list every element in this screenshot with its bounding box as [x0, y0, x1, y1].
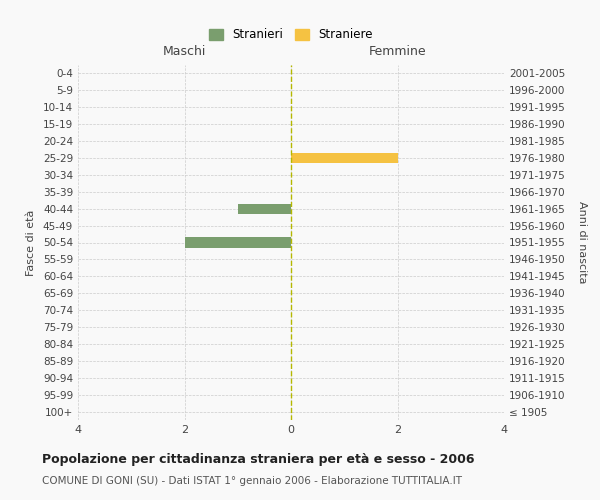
Bar	[291, 153, 398, 163]
Y-axis label: Fasce di età: Fasce di età	[26, 210, 36, 276]
Text: Maschi: Maschi	[163, 45, 206, 58]
Y-axis label: Anni di nascita: Anni di nascita	[577, 201, 587, 284]
Legend: Stranieri, Straniere: Stranieri, Straniere	[205, 25, 377, 45]
Text: Popolazione per cittadinanza straniera per età e sesso - 2006: Popolazione per cittadinanza straniera p…	[42, 452, 475, 466]
Bar	[238, 204, 291, 214]
Bar	[185, 238, 291, 248]
Text: COMUNE DI GONI (SU) - Dati ISTAT 1° gennaio 2006 - Elaborazione TUTTITALIA.IT: COMUNE DI GONI (SU) - Dati ISTAT 1° genn…	[42, 476, 462, 486]
Text: Femmine: Femmine	[368, 45, 427, 58]
